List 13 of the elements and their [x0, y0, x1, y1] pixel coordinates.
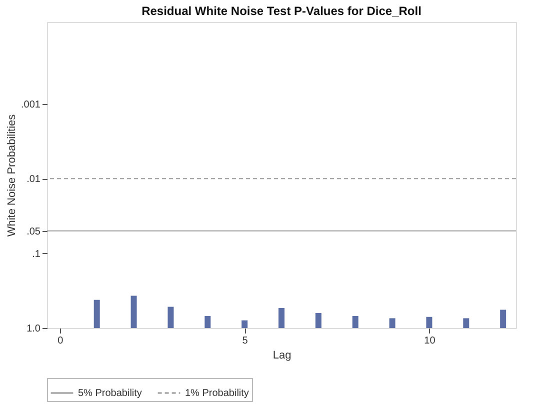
y-tick-label: .1: [32, 248, 41, 260]
y-tick-label: .001: [21, 99, 41, 110]
y-tick-label: .01: [26, 174, 41, 186]
y-tick-label: 1.0: [26, 324, 41, 334]
x-tick-label: 0: [58, 336, 64, 346]
x-tick-label: 5: [242, 336, 248, 346]
x-tick-label: 10: [424, 336, 436, 346]
x-axis-title: Lag: [272, 350, 292, 362]
y-axis-title: White Noise Probabilities: [6, 114, 18, 237]
y-tick-label: .05: [26, 226, 41, 238]
chart-title: Residual White Noise Test P-Values for Dice_Roll: [142, 4, 422, 18]
legend-label: 5% Probability: [78, 388, 142, 399]
legend-label: 1% Probability: [185, 388, 249, 399]
